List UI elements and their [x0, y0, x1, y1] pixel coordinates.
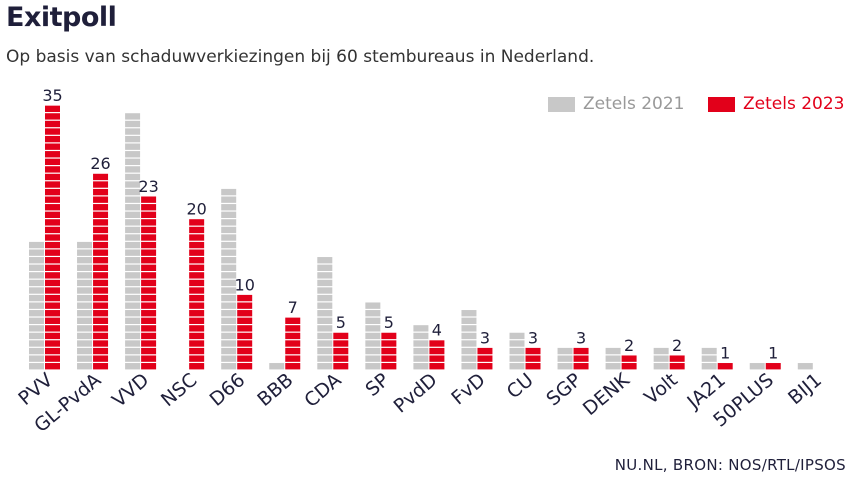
data-label-denk: 2	[624, 336, 634, 355]
bar-2023-cda	[333, 332, 349, 370]
legend-swatch-2021	[548, 96, 575, 112]
bar-2021-pvdd	[413, 325, 429, 370]
chart-subtitle: Op basis van schaduwverkiezingen bij 60 …	[6, 47, 595, 67]
data-label-vvd: 23	[138, 177, 158, 196]
bar-2023-sp	[381, 332, 397, 370]
bar-2023-vvd	[141, 196, 157, 370]
bar-2021-cda	[317, 257, 333, 370]
legend-item-2021: Zetels 2021	[548, 94, 684, 114]
category-label-denk: DENK	[579, 369, 634, 420]
data-label-cu: 3	[528, 328, 538, 347]
bar-2023-pvdd	[429, 340, 445, 370]
category-label-cda: CDA	[300, 369, 345, 412]
category-label-bij1: BIJ1	[784, 369, 826, 409]
data-label-ja21: 1	[720, 343, 730, 362]
bar-2023-bbb	[285, 317, 301, 370]
data-label-sp: 5	[384, 313, 394, 332]
source-credit: NU.NL, BRON: NOS/RTL/IPSOS	[614, 456, 846, 474]
category-label-sp: SP	[361, 369, 393, 401]
legend-label-2021: Zetels 2021	[583, 94, 685, 114]
data-label-volt: 2	[672, 336, 682, 355]
data-label-fvd: 3	[480, 328, 490, 347]
bar-2021-cu	[509, 332, 525, 370]
bar-2021-d66	[221, 188, 237, 370]
bar-2023-volt	[669, 355, 685, 370]
legend-label-2023: Zetels 2023	[743, 94, 845, 114]
bar-2021-pvv	[29, 241, 44, 370]
bar-2021-volt	[653, 347, 669, 370]
data-label-bbb: 7	[288, 298, 298, 317]
bar-2021-bij1	[797, 363, 813, 370]
legend-swatch-2023	[708, 96, 735, 112]
bar-2021-denk	[605, 347, 621, 370]
data-label-pvv: 35	[42, 86, 62, 105]
category-label-nsc: NSC	[157, 369, 201, 411]
data-label-sgp: 3	[576, 328, 586, 347]
bar-2021-bbb	[269, 363, 285, 370]
bar-2021-ja21	[701, 347, 717, 370]
data-label-nsc: 20	[186, 200, 206, 219]
category-label-volt: Volt	[640, 369, 682, 409]
bar-2023-50plus	[765, 363, 781, 370]
data-label-cda: 5	[336, 313, 346, 332]
bar-2023-pvv	[45, 105, 60, 370]
bar-2023-d66	[237, 294, 253, 370]
legend-item-2023: Zetels 2023	[708, 94, 844, 114]
bar-2023-gl-pvda	[93, 173, 109, 370]
bar-2021-sgp	[557, 347, 573, 370]
bar-2023-fvd	[477, 347, 493, 370]
category-label-cu: CU	[503, 369, 538, 403]
bar-2021-50plus	[749, 363, 765, 370]
bar-2021-gl-pvda	[77, 241, 93, 370]
data-label-50plus: 1	[768, 343, 778, 362]
data-label-d66: 10	[235, 275, 255, 294]
category-label-fvd: FvD	[447, 369, 489, 410]
chart-title: Exitpoll	[6, 2, 117, 33]
bar-2021-fvd	[461, 310, 477, 370]
bar-2023-cu	[525, 347, 541, 370]
category-label-bbb: BBB	[253, 369, 297, 411]
bar-2023-sgp	[573, 347, 589, 370]
category-label-vvd: VVD	[108, 369, 153, 412]
bar-2021-sp	[365, 302, 381, 370]
data-label-pvdd: 4	[432, 321, 442, 340]
data-label-gl-pvda: 26	[90, 154, 110, 173]
bar-2021-vvd	[125, 113, 141, 370]
category-label-d66: D66	[206, 369, 250, 411]
bar-2023-nsc	[189, 219, 205, 370]
category-label-pvdd: PvdD	[390, 369, 442, 418]
bar-2023-denk	[621, 355, 637, 370]
bar-2023-ja21	[717, 363, 733, 370]
